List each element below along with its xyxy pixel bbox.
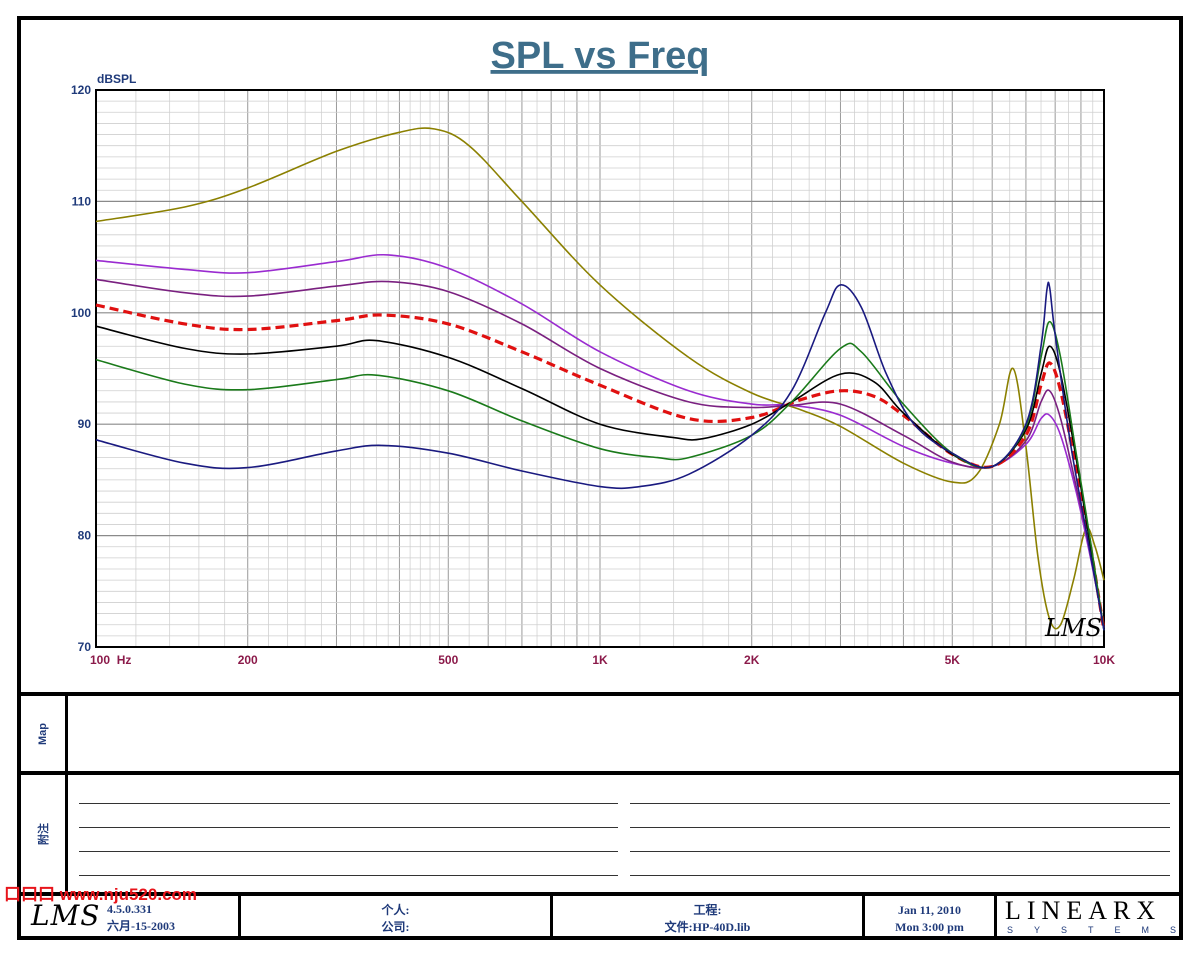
note-line <box>630 827 1170 828</box>
x-tick-labels: 100 Hz 200 500 1K 2K 5K 10K <box>90 653 1115 667</box>
version: 4.5.0.331 <box>107 902 152 916</box>
date: Jan 11, 2010 <box>897 903 961 917</box>
report-frame <box>17 16 1183 940</box>
y-tick-label: 100 <box>71 306 91 320</box>
y-tick-labels: 70 80 90 100 110 120 <box>71 83 91 654</box>
time: Mon 3:00 pm <box>895 920 964 934</box>
user-label: 个人: <box>381 903 410 917</box>
x-tick-label: 200 <box>238 653 258 667</box>
x-tick-label: 10K <box>1093 653 1115 667</box>
note-line <box>79 827 618 828</box>
y-tick-label: 70 <box>78 640 92 654</box>
y-tick-label: 110 <box>72 194 92 208</box>
y-tick-label: 80 <box>78 529 92 543</box>
site-watermark: 口口口 www.nju520.com <box>4 885 198 904</box>
x-tick-label: 2K <box>744 653 760 667</box>
plot-lms-watermark: LMS <box>1044 614 1102 642</box>
note-line <box>79 851 618 852</box>
footer-user-cell: 个人: 公司: <box>241 896 553 938</box>
footer-project-cell: 工程: 文件:HP-40D.lib <box>553 896 865 938</box>
chart-title: SPL vs Freq <box>491 35 710 77</box>
footer-date-cell: Jan 11, 2010 Mon 3:00 pm <box>865 896 997 938</box>
series-line-5 <box>95 325 1105 631</box>
note-line <box>630 875 1170 876</box>
map-label: Map <box>37 722 49 745</box>
linearx-systems: SYSTEMS <box>1007 925 1198 935</box>
x-tick-label: 500 <box>438 653 458 667</box>
notes-label-column: 附注 <box>21 775 68 892</box>
x-tick-label: 1K <box>592 653 608 667</box>
series-line-7 <box>95 281 1105 631</box>
version-date: 六月-15-2003 <box>107 919 175 933</box>
company-label: 公司: <box>381 920 410 934</box>
notes-label: 附注 <box>38 822 50 845</box>
note-line <box>79 803 618 804</box>
footer-brand-cell: LINEARX SYSTEMS <box>997 896 1179 938</box>
footer-logo-cell: LMS 4.5.0.331 六月-15-2003 <box>21 896 241 938</box>
y-tick-label: 120 <box>71 83 91 97</box>
divider-footer <box>17 892 1183 896</box>
file-label: 文件:HP-40D.lib <box>664 920 751 934</box>
y-axis-label: dBSPL <box>97 72 136 86</box>
series-line-3 <box>95 278 1105 629</box>
note-line <box>630 803 1170 804</box>
x-tick-label: 5K <box>945 653 961 667</box>
series-line-1 <box>95 127 1105 630</box>
footer: LMS 4.5.0.331 六月-15-2003 个人: 公司: 工程: 文件:… <box>21 896 1179 938</box>
series-line-4 <box>95 303 1106 631</box>
linearx-logo: LINEARX <box>1005 896 1162 925</box>
map-label-column: Map <box>21 696 68 771</box>
spl-chart: SPL vs Freq dBSPL 70 80 90 100 110 120 100 Hz… <box>71 35 1115 667</box>
divider-notes <box>17 771 1183 775</box>
divider-map <box>17 692 1183 696</box>
lms-logo: LMS <box>31 899 101 932</box>
note-line <box>79 875 618 876</box>
x-tick-label: 100 Hz <box>90 653 131 667</box>
note-line <box>630 851 1170 852</box>
y-tick-label: 90 <box>78 417 92 431</box>
series-lines <box>95 127 1106 631</box>
plot-grid <box>95 89 1104 648</box>
project-label: 工程: <box>693 903 722 917</box>
plot-border <box>95 89 1105 648</box>
